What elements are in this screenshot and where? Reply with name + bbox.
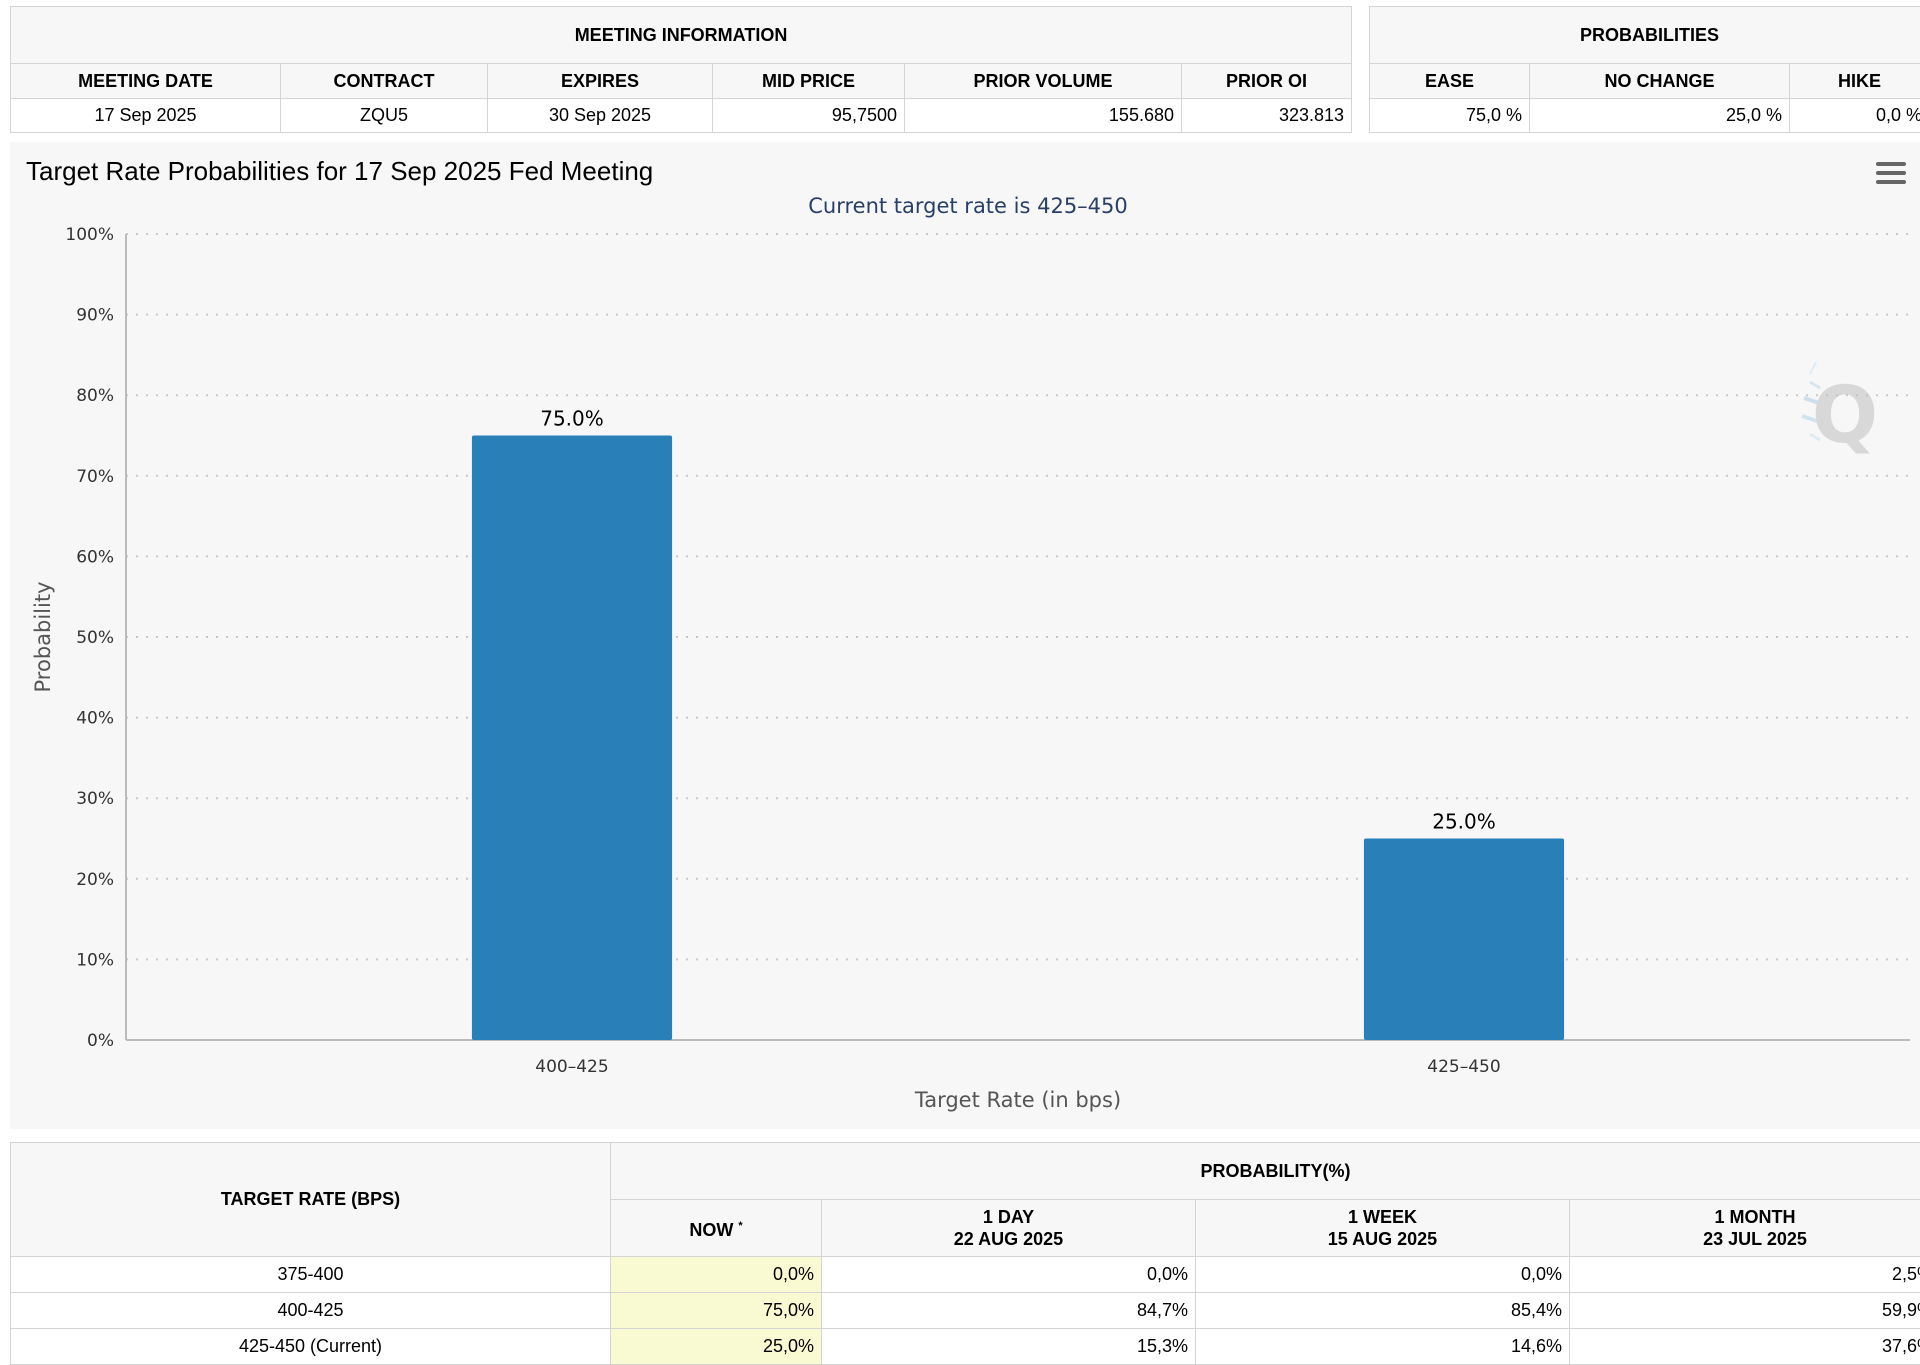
contract-value: ZQU5 [281, 99, 488, 133]
rate-cell: 375-400 [11, 1257, 611, 1293]
table-row: 425-450 (Current) 25,0% 15,3% 14,6% 37,6… [11, 1329, 1920, 1365]
week-cell: 85,4% [1196, 1293, 1570, 1329]
month-cell: 2,5% [1570, 1257, 1920, 1293]
no-change-value: 25,0 % [1530, 99, 1790, 133]
col-1-month-label: 1 MONTH [1715, 1207, 1796, 1227]
meeting-information-table: MEETING INFORMATION MEETING DATE CONTRAC… [10, 6, 1352, 133]
rate-cell: 425-450 (Current) [11, 1329, 611, 1365]
week-cell: 0,0% [1196, 1257, 1570, 1293]
bar-chart: 0% 10% 20% 30% 40% 50% 60% 70% 80% 90% 100% 400–425… [10, 142, 1920, 1129]
now-cell: 75,0% [611, 1293, 822, 1329]
month-cell: 59,9% [1570, 1293, 1920, 1329]
target-rate-probability-table: TARGET RATE (BPS) PROBABILITY(%) NOW * 1… [10, 1142, 1920, 1365]
probabilities-table: PROBABILITIES EASE NO CHANGE HIKE 75,0 %… [1369, 6, 1920, 133]
rate-cell: 400-425 [11, 1293, 611, 1329]
col-1-day-label: 1 DAY [983, 1207, 1034, 1227]
col-no-change: NO CHANGE [1530, 64, 1790, 99]
month-cell: 37,6% [1570, 1329, 1920, 1365]
hamburger-menu-icon[interactable] [1876, 162, 1906, 188]
y-tick-label: 40% [76, 709, 114, 729]
chart-title: Target Rate Probabilities for 17 Sep 202… [26, 156, 653, 187]
now-cell: 0,0% [611, 1257, 822, 1293]
chart-panel: 0% 10% 20% 30% 40% 50% 60% 70% 80% 90% 100% 400–425… [10, 142, 1920, 1129]
target-rate-header: TARGET RATE (BPS) [11, 1143, 611, 1257]
col-expires: EXPIRES [488, 64, 713, 99]
data-label: 75.0% [540, 407, 604, 431]
y-tick-label: 10% [76, 950, 114, 970]
expires-value: 30 Sep 2025 [488, 99, 713, 133]
y-axis-title: Probability [31, 581, 55, 692]
now-marker: * [738, 1220, 742, 1232]
col-mid-price: MID PRICE [713, 64, 905, 99]
probabilities-header: PROBABILITIES [1370, 7, 1920, 64]
q-logo-icon: Q [1802, 362, 1878, 461]
hike-value: 0,0 % [1790, 99, 1920, 133]
week-cell: 14,6% [1196, 1329, 1570, 1365]
col-1-week-date: 15 AUG 2025 [1328, 1229, 1437, 1249]
prior-oi-value: 323.813 [1182, 99, 1352, 133]
y-tick-label: 20% [76, 870, 114, 890]
table-row: 17 Sep 2025 ZQU5 30 Sep 2025 95,7500 155… [11, 99, 1352, 133]
y-tick-label: 70% [76, 467, 114, 487]
y-tick-label: 60% [76, 547, 114, 567]
table-row: 400-425 75,0% 84,7% 85,4% 59,9% [11, 1293, 1920, 1329]
now-label: NOW [689, 1220, 733, 1240]
svg-text:Q: Q [1812, 371, 1878, 461]
bar[interactable] [1364, 839, 1564, 1041]
col-meeting-date: MEETING DATE [11, 64, 281, 99]
col-1-day-date: 22 AUG 2025 [954, 1229, 1063, 1249]
col-contract: CONTRACT [281, 64, 488, 99]
col-now: NOW * [611, 1200, 822, 1257]
table-row: 75,0 % 25,0 % 0,0 % [1370, 99, 1920, 133]
y-tick-label: 50% [76, 628, 114, 648]
y-tick-label: 80% [76, 386, 114, 406]
meeting-date-value: 17 Sep 2025 [11, 99, 281, 133]
mid-price-value: 95,7500 [713, 99, 905, 133]
data-label: 25.0% [1432, 810, 1496, 834]
day-cell: 0,0% [822, 1257, 1196, 1293]
y-tick-label: 90% [76, 306, 114, 326]
col-hike: HIKE [1790, 64, 1920, 99]
bar[interactable] [472, 436, 672, 1041]
col-1-month-date: 23 JUL 2025 [1703, 1229, 1807, 1249]
meeting-information-header: MEETING INFORMATION [11, 7, 1352, 64]
col-ease: EASE [1370, 64, 1530, 99]
probability-header: PROBABILITY(%) [611, 1143, 1920, 1200]
table-row: 375-400 0,0% 0,0% 0,0% 2,5% [11, 1257, 1920, 1293]
col-prior-oi: PRIOR OI [1182, 64, 1352, 99]
prior-volume-value: 155.680 [905, 99, 1182, 133]
x-axis-title: Target Rate (in bps) [914, 1088, 1121, 1112]
y-tick-label: 0% [87, 1031, 114, 1051]
ease-value: 75,0 % [1370, 99, 1530, 133]
chart-subtitle: Current target rate is 425–450 [10, 194, 1920, 218]
day-cell: 84,7% [822, 1293, 1196, 1329]
col-1-week-label: 1 WEEK [1348, 1207, 1417, 1227]
x-tick-label: 425–450 [1427, 1057, 1500, 1077]
now-cell: 25,0% [611, 1329, 822, 1365]
y-tick-label: 100% [65, 225, 114, 245]
day-cell: 15,3% [822, 1329, 1196, 1365]
y-tick-label: 30% [76, 789, 114, 809]
x-tick-label: 400–425 [535, 1057, 608, 1077]
col-prior-volume: PRIOR VOLUME [905, 64, 1182, 99]
